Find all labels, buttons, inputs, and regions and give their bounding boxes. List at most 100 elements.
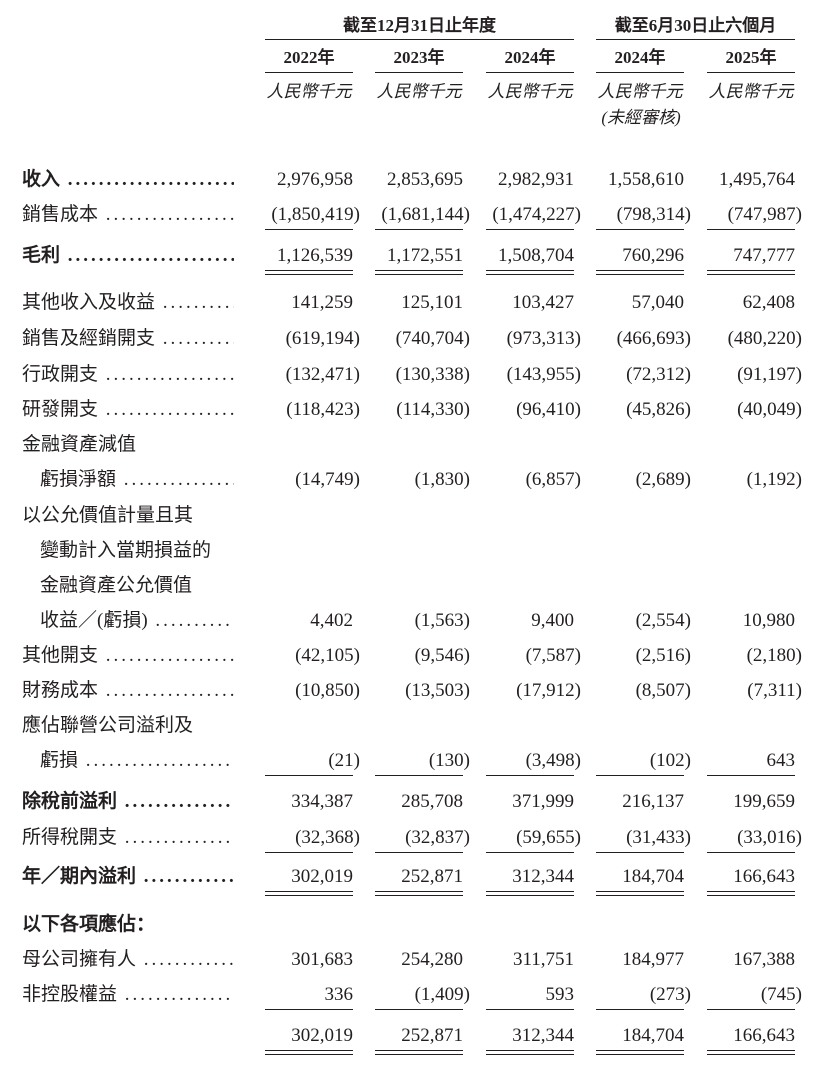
value-cell: (6,857) bbox=[525, 469, 581, 490]
value-cell: 184,704 bbox=[622, 866, 684, 887]
value-cell: 252,871 bbox=[401, 1025, 463, 1046]
value-cell: 62,408 bbox=[742, 292, 795, 313]
dot-leader: .............................. bbox=[85, 750, 234, 771]
table-row: 行政開支 .............................. (132,… bbox=[0, 360, 840, 390]
row-label: 應佔聯營公司溢利及 bbox=[22, 711, 234, 741]
table-row: 毛利 .............................. 1,126,5… bbox=[0, 241, 840, 271]
value-cell: (91,197) bbox=[737, 364, 802, 385]
single-underline bbox=[596, 775, 684, 776]
value-cell: 2,976,958 bbox=[277, 169, 353, 190]
dot-leader: .............................. bbox=[105, 204, 234, 225]
value-cell: (21) bbox=[328, 750, 360, 771]
dot-leader: .............................. bbox=[67, 245, 234, 266]
value-cell: 57,040 bbox=[631, 292, 684, 313]
row-label-text: 所得稅開支 bbox=[22, 827, 118, 848]
value-cell: 254,280 bbox=[401, 949, 463, 970]
value-cell: (8,507) bbox=[635, 680, 691, 701]
value-cell: (747,987) bbox=[727, 204, 802, 225]
dot-leader: .............................. bbox=[105, 364, 234, 385]
single-underline bbox=[486, 229, 574, 230]
value-cell: (32,368) bbox=[295, 827, 360, 848]
dot-leader: .............................. bbox=[67, 169, 234, 190]
dot-leader: .............................. bbox=[162, 292, 234, 313]
value-cell: 167,388 bbox=[733, 949, 795, 970]
row-label-text: 銷售及經銷開支 bbox=[22, 328, 156, 349]
header-year: 2022年 bbox=[283, 48, 335, 67]
value-cell: 285,708 bbox=[401, 791, 463, 812]
value-cell: (143,955) bbox=[506, 364, 581, 385]
header-unit: 人民幣千元 bbox=[376, 82, 462, 101]
single-underline bbox=[596, 1009, 684, 1010]
table-row: 非控股權益 .............................. 336 (… bbox=[0, 980, 840, 1010]
value-cell: (1,474,227) bbox=[492, 204, 581, 225]
value-cell: (2,516) bbox=[635, 645, 691, 666]
row-label-text: 應佔聯營公司溢利及 bbox=[22, 715, 194, 736]
value-cell: 2,982,931 bbox=[498, 169, 574, 190]
value-cell: (33,016) bbox=[737, 827, 802, 848]
double-underline bbox=[375, 270, 463, 275]
header-year: 2024年 bbox=[504, 48, 556, 67]
table-row: 其他收入及收益 .............................. 14… bbox=[0, 288, 840, 318]
table-row: 以下各項應佔： bbox=[0, 910, 840, 940]
row-label: 虧損 .............................. bbox=[40, 746, 234, 776]
row-label-text: 虧損 bbox=[40, 750, 79, 771]
header-year-rule bbox=[486, 72, 574, 73]
value-cell: (466,693) bbox=[616, 328, 691, 349]
value-cell: (798,314) bbox=[616, 204, 691, 225]
value-cell: (13,503) bbox=[405, 680, 470, 701]
double-underline bbox=[375, 891, 463, 896]
single-underline bbox=[486, 1009, 574, 1010]
value-cell: (45,826) bbox=[626, 399, 691, 420]
table-row: 銷售及經銷開支 .............................. (6… bbox=[0, 324, 840, 354]
row-label: 虧損淨額 .............................. bbox=[40, 465, 234, 495]
row-label: 除稅前溢利 .............................. bbox=[22, 787, 234, 817]
value-cell: (745) bbox=[760, 984, 802, 1005]
value-cell: (1,681,144) bbox=[381, 204, 470, 225]
row-label-text: 母公司擁有人 bbox=[22, 949, 137, 970]
double-underline bbox=[375, 1050, 463, 1055]
single-underline bbox=[707, 775, 795, 776]
double-underline bbox=[596, 891, 684, 896]
value-cell: 336 bbox=[324, 984, 354, 1005]
row-label: 以下各項應佔： bbox=[22, 910, 234, 940]
value-cell: (1,563) bbox=[414, 610, 470, 631]
table-row: 所得稅開支 .............................. (32,… bbox=[0, 823, 840, 853]
table-row: 以公允價值計量且其 bbox=[0, 501, 840, 531]
value-cell: 747,777 bbox=[733, 245, 795, 266]
value-cell: 184,704 bbox=[622, 1025, 684, 1046]
header-interim-rule bbox=[596, 39, 795, 40]
row-label-text: 其他開支 bbox=[22, 645, 99, 666]
table-row: 虧損淨額 .............................. (14,7… bbox=[0, 465, 840, 495]
double-underline bbox=[265, 1050, 353, 1055]
row-label-text: 以下各項應佔： bbox=[22, 914, 156, 935]
value-cell: 125,101 bbox=[401, 292, 463, 313]
value-cell: 10,980 bbox=[742, 610, 795, 631]
single-underline bbox=[265, 229, 353, 230]
row-label-text: 以公允價值計量且其 bbox=[22, 505, 194, 526]
value-cell: (40,049) bbox=[737, 399, 802, 420]
dot-leader: .............................. bbox=[105, 399, 234, 420]
value-cell: (72,312) bbox=[626, 364, 691, 385]
value-cell: (130) bbox=[428, 750, 470, 771]
double-underline bbox=[486, 1050, 574, 1055]
value-cell: (10,850) bbox=[295, 680, 360, 701]
single-underline bbox=[596, 852, 684, 853]
single-underline bbox=[486, 852, 574, 853]
row-label: 銷售及經銷開支 .............................. bbox=[22, 324, 234, 354]
single-underline bbox=[265, 775, 353, 776]
dot-leader: .............................. bbox=[155, 610, 234, 631]
table-row: 變動計入當期損益的 bbox=[0, 536, 840, 566]
row-label-text: 虧損淨額 bbox=[40, 469, 117, 490]
value-cell: 9,400 bbox=[531, 610, 574, 631]
header-unit: 人民幣千元 bbox=[708, 82, 794, 101]
double-underline bbox=[486, 891, 574, 896]
value-cell: (2,180) bbox=[746, 645, 802, 666]
row-label-text: 收入 bbox=[22, 169, 61, 190]
header-year: 2024年 bbox=[614, 48, 666, 67]
value-cell: 1,508,704 bbox=[498, 245, 574, 266]
row-label-text: 毛利 bbox=[22, 245, 61, 266]
dot-leader: .............................. bbox=[124, 827, 234, 848]
header-unit: 人民幣千元 bbox=[266, 82, 352, 101]
single-underline bbox=[375, 775, 463, 776]
value-cell: 1,172,551 bbox=[387, 245, 463, 266]
